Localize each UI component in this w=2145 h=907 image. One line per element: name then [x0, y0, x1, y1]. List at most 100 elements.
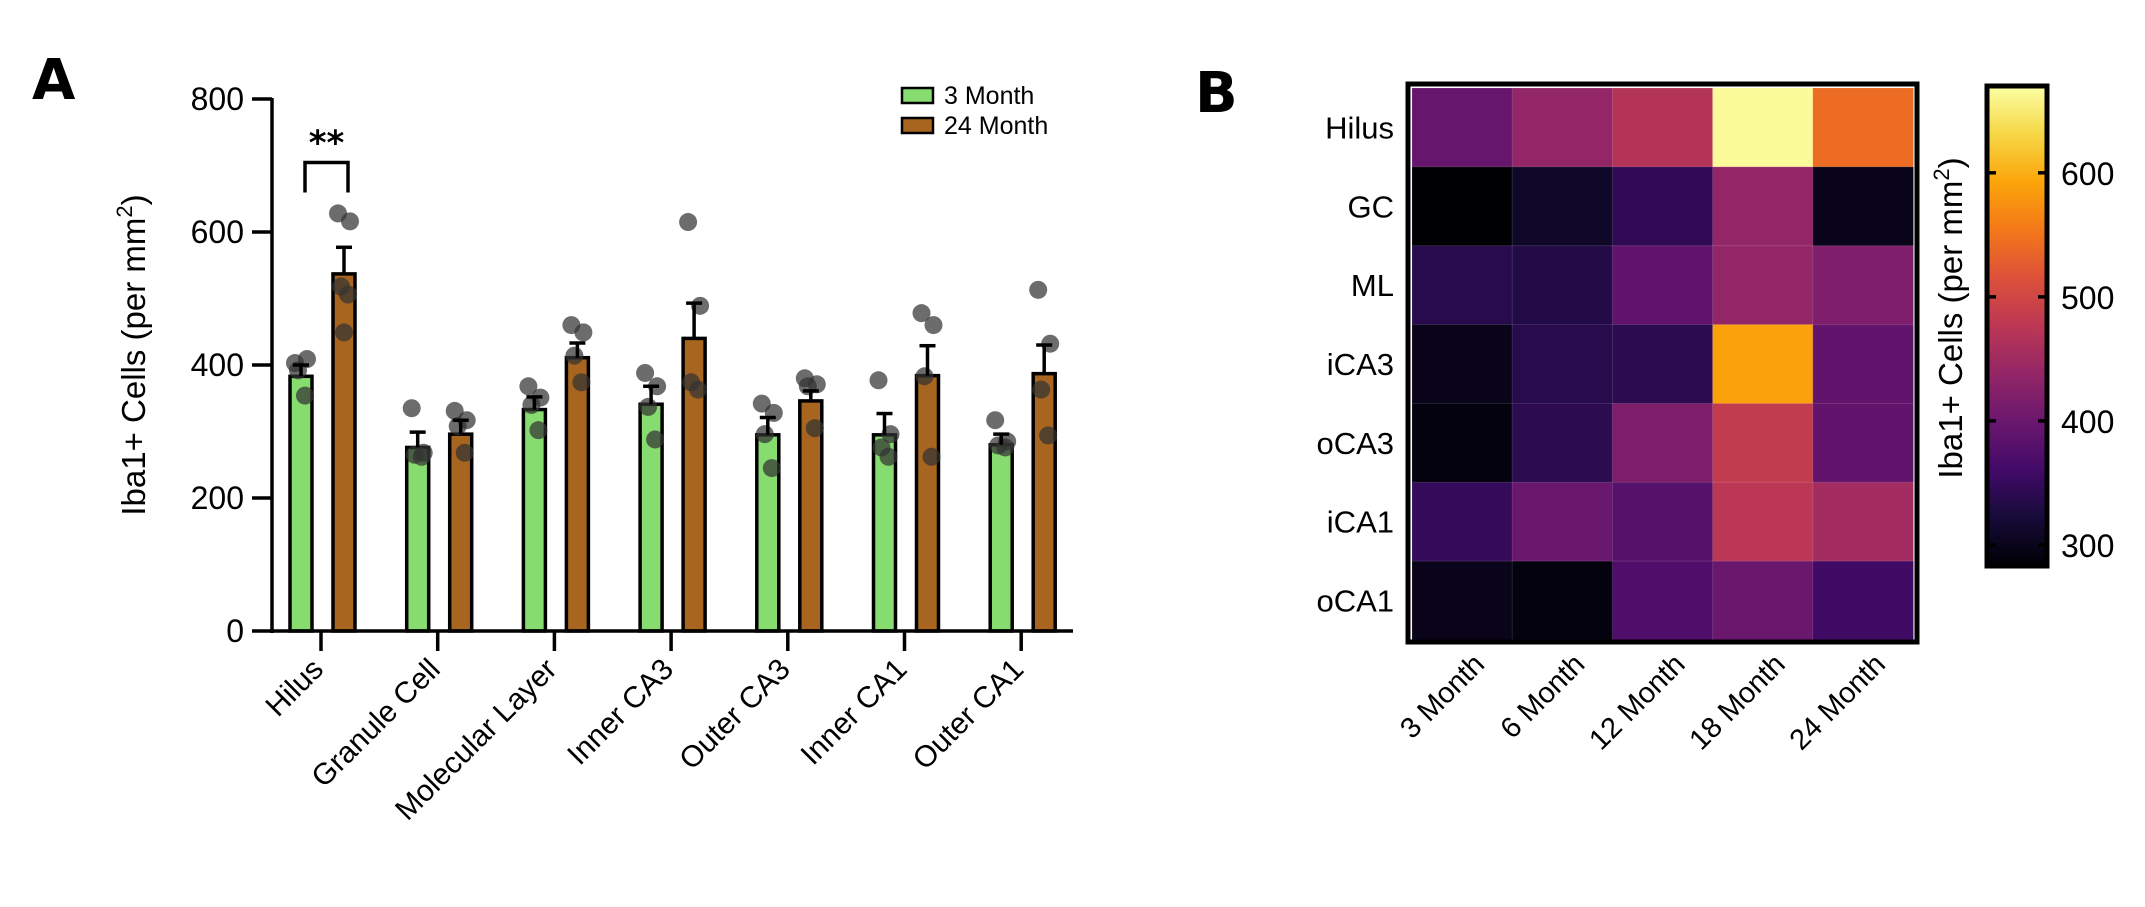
data-point: [455, 443, 474, 462]
heatmap-row-labels: Hilus GC ML iCA3 oCA3 iCA1 oCA1: [1316, 110, 1394, 618]
error-bars: [293, 245, 1053, 448]
heatmap-cell-ml-18-month: [1712, 245, 1814, 326]
heatmap-col-label-3-month: 3 Month: [1394, 648, 1491, 745]
significance-bracket: [303, 160, 350, 193]
data-point: [922, 447, 941, 466]
y-tick-label: 600: [191, 214, 244, 250]
legend: 3 Month 24 Month: [900, 82, 1048, 140]
data-point: [636, 363, 655, 382]
heatmap-cell-ica1-12-month: [1611, 481, 1714, 563]
y-tick-label: 0: [226, 613, 244, 649]
data-point: [639, 397, 658, 416]
heatmap-row-label-gc: GC: [1348, 189, 1395, 224]
heatmap-cell-oca1-3-month: [1411, 560, 1514, 642]
colorbar-title: Iba1+ Cells (per mm2): [1929, 157, 1969, 478]
heatmap-cell-ica1-6-month: [1511, 481, 1614, 563]
x-tick-label-inner-ca3: Inner CA3: [561, 653, 680, 772]
data-point: [1039, 426, 1058, 445]
heatmap-cell-oca3-6-month: [1511, 402, 1614, 484]
data-point: [412, 447, 431, 466]
legend-swatch-24-month: [900, 116, 935, 135]
bar-inner-ca1-24-month: [914, 373, 941, 633]
data-point: [924, 316, 943, 335]
heatmap-cell-gc-3-month: [1411, 166, 1514, 247]
y-tick-label: 200: [191, 480, 244, 516]
heatmap-cell-oca1-12-month: [1611, 560, 1714, 642]
legend-item-24-month: 24 Month: [900, 112, 1048, 140]
colorbar-gradient: [1984, 83, 2050, 569]
heatmap-col-label-24-month: 24 Month: [1784, 648, 1892, 756]
heatmap-row-label-ica3: iCA3: [1327, 347, 1394, 382]
bar-outer-ca1-3-month: [988, 443, 1014, 633]
significance-annotation: **: [303, 124, 350, 193]
data-point: [572, 373, 591, 392]
y-axis: 0 200 400 600 800: [191, 81, 274, 649]
legend-label-24-month: 24 Month: [944, 112, 1048, 140]
colorbar: 300 400 500 600 Iba1+ Cells (per mm2): [1929, 83, 2114, 569]
data-point: [402, 399, 421, 418]
heatmap-cell-hilus-6-month: [1511, 87, 1614, 168]
colorbar-tick-label: 600: [2061, 156, 2114, 192]
heatmap-cell-ml-24-month: [1812, 245, 1915, 326]
heatmap-cell-oca1-24-month: [1812, 560, 1915, 642]
legend-item-3-month: 3 Month: [900, 82, 1034, 110]
data-point: [565, 346, 584, 365]
x-tick-label-outer-ca1: Outer CA1: [907, 653, 1031, 777]
heatmap-cell-ica3-6-month: [1511, 324, 1614, 405]
data-point: [869, 371, 888, 390]
heatmap-cell-gc-6-month: [1511, 166, 1614, 247]
bar-molecular-layer-24-month: [564, 355, 591, 633]
bar-molecular-layer-3-month: [521, 407, 548, 633]
heatmap-cell-oca3-3-month: [1411, 402, 1514, 484]
data-point: [519, 377, 538, 396]
bar-granule-cell-24-month: [447, 432, 474, 633]
heatmap-row-label-oca3: oCA3: [1316, 426, 1394, 461]
heatmap-cell-gc-24-month: [1812, 166, 1915, 247]
heatmap-cell-hilus-24-month: [1812, 87, 1915, 168]
data-point: [755, 425, 774, 444]
heatmap-cell-ica1-18-month: [1712, 481, 1814, 563]
heatmap-cell-ml-3-month: [1411, 245, 1514, 326]
heatmap-row-label-ica1: iCA1: [1327, 505, 1394, 540]
heatmap-cell-oca3-12-month: [1611, 402, 1714, 484]
colorbar-tick-label: 500: [2061, 280, 2114, 316]
heatmap-cell-ica3-3-month: [1411, 324, 1514, 405]
heatmap-cell-ml-6-month: [1511, 245, 1614, 326]
heatmap-cell-oca1-6-month: [1511, 560, 1614, 642]
heatmap: Hilus GC ML iCA3 oCA3 iCA1 oCA1 3 Month 6 Month…: [1316, 81, 2114, 756]
heatmap-cell-oca3-18-month: [1712, 402, 1814, 484]
heatmap-col-label-18-month: 18 Month: [1684, 648, 1792, 756]
heatmap-cells: [1411, 87, 1915, 642]
data-point: [296, 386, 314, 405]
data-point: [574, 323, 593, 342]
data-point: [1029, 280, 1048, 299]
heatmap-cell-hilus-18-month: [1712, 87, 1814, 168]
heatmap-row-label-ml: ML: [1351, 268, 1394, 303]
bar-granule-cell-3-month: [404, 445, 431, 633]
heatmap-cell-oca3-24-month: [1812, 402, 1915, 484]
heatmap-cell-hilus-12-month: [1611, 87, 1714, 168]
heatmap-frame: [1405, 81, 1920, 645]
significance-stars: **: [309, 124, 345, 164]
heatmap-cell-ica3-18-month: [1712, 324, 1814, 405]
heatmap-row-label-oca1: oCA1: [1316, 584, 1394, 619]
heatmap-cell-ica3-12-month: [1611, 324, 1714, 405]
heatmap-cell-gc-12-month: [1611, 166, 1714, 247]
data-point: [646, 430, 665, 449]
heatmap-col-label-6-month: 6 Month: [1495, 648, 1592, 745]
heatmap-cell-ml-12-month: [1611, 245, 1714, 326]
data-point: [1032, 380, 1051, 399]
x-tick-label-inner-ca1: Inner CA1: [795, 653, 914, 772]
heatmap-cell-ica3-24-month: [1812, 324, 1915, 405]
data-point: [762, 459, 781, 478]
heatmap-cell-hilus-3-month: [1411, 87, 1514, 168]
data-point: [689, 380, 708, 399]
heatmap-cell-gc-18-month: [1712, 166, 1814, 247]
data-point: [805, 419, 824, 438]
data-point: [912, 304, 931, 323]
heatmap-row-label-hilus: Hilus: [1325, 110, 1394, 145]
